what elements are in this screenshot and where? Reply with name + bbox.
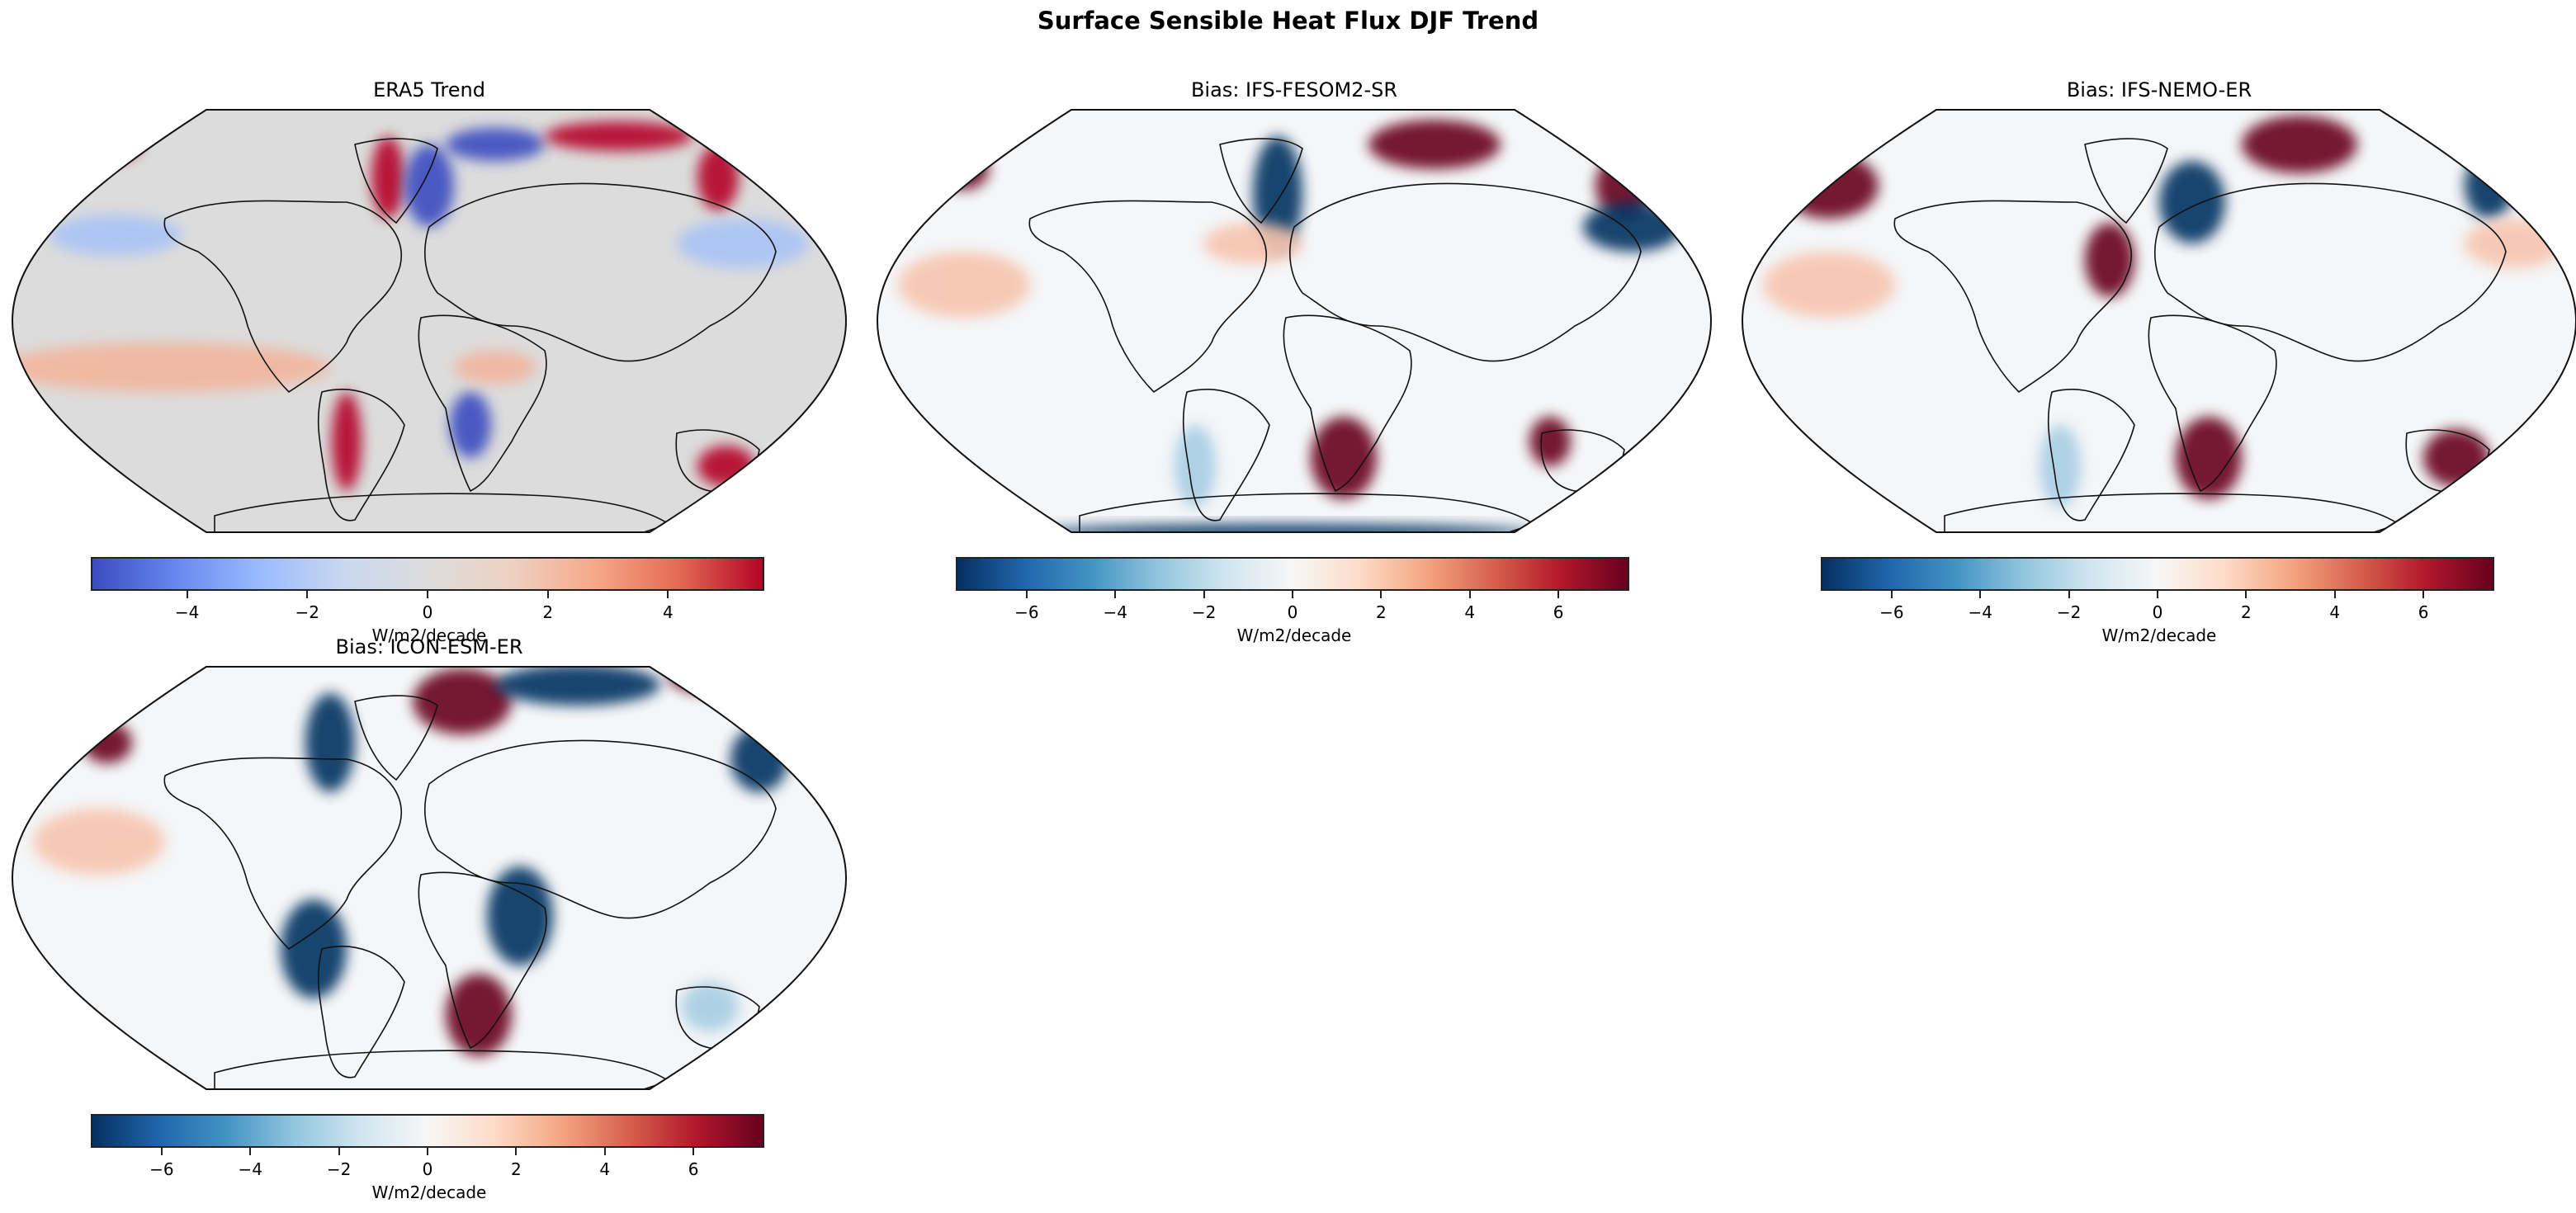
colorbar-tick — [186, 591, 188, 598]
colorbar-label: W/m2/decade — [1236, 625, 1352, 645]
panel-icon-esm-er: Bias: ICON-ESM-ER −6 −4 −2 0 2 — [0, 635, 858, 1202]
colorbar-tick-label: 2 — [1375, 602, 1387, 622]
colorbar-label: W/m2/decade — [371, 625, 487, 645]
map-plot — [11, 666, 848, 1090]
panel-title: Bias: IFS-FESOM2-SR — [1190, 78, 1398, 101]
colorbar-tick-label: −2 — [326, 1159, 352, 1179]
colorbar-label: W/m2/decade — [371, 1182, 487, 1202]
colorbar-tick-label: −2 — [1191, 602, 1217, 622]
colorbar-tick-label: 4 — [599, 1159, 611, 1179]
panel-ifs-fesom2-sr: Bias: IFS-FESOM2-SR −6 −4 −2 0 2 — [865, 78, 1723, 645]
colorbar-tick — [546, 591, 549, 598]
colorbar-tick — [1380, 591, 1383, 598]
colorbar-tick — [306, 591, 309, 598]
map-boundary — [1741, 109, 2576, 533]
colorbar-ticks: −6 −4 −2 0 2 4 6 — [91, 1148, 764, 1197]
colorbar-tick — [515, 1148, 518, 1155]
colorbar-tick — [1890, 591, 1893, 598]
colorbar-tick-label: 0 — [1287, 602, 1298, 622]
colorbar-tick — [1468, 591, 1471, 598]
colorbar-tick — [2333, 591, 2336, 598]
colorbar-tick — [1114, 591, 1117, 598]
colorbar-tick — [2245, 591, 2248, 598]
map-boundary — [11, 666, 848, 1090]
colorbar-tick — [427, 1148, 428, 1155]
colorbar-tick — [1025, 591, 1028, 598]
colorbar-tick — [2157, 591, 2158, 598]
colorbar-tick-label: 4 — [663, 602, 674, 622]
colorbar-tick — [2422, 591, 2425, 598]
figure-title: Surface Sensible Heat Flux DJF Trend — [1037, 7, 1539, 35]
colorbar — [956, 557, 1629, 591]
colorbar-tick-label: −4 — [174, 602, 200, 622]
map-plot — [11, 109, 848, 533]
colorbar-tick — [692, 1148, 695, 1155]
colorbar-tick — [249, 1148, 252, 1155]
map-plot — [876, 109, 1713, 533]
colorbar-tick-label: 2 — [2240, 602, 2252, 622]
colorbar-tick — [1292, 591, 1293, 598]
colorbar-label: W/m2/decade — [2101, 625, 2217, 645]
colorbar-tick-label: 6 — [1553, 602, 1564, 622]
map-plot — [1741, 109, 2576, 533]
colorbar-tick-label: −2 — [2056, 602, 2082, 622]
colorbar-tick-label: −4 — [238, 1159, 262, 1179]
colorbar-tick-label: 6 — [2418, 602, 2429, 622]
colorbar-tick-label: −6 — [1879, 602, 1904, 622]
colorbar-tick-label: −4 — [1103, 602, 1127, 622]
colorbar-tick — [160, 1148, 163, 1155]
colorbar-tick — [338, 1148, 340, 1155]
colorbar-tick-label: −6 — [149, 1159, 174, 1179]
colorbar-tick-label: 0 — [2152, 602, 2163, 622]
colorbar — [1821, 557, 2494, 591]
panel-ifs-nemo-er: Bias: IFS-NEMO-ER −6 −4 −2 0 2 — [1730, 78, 2576, 645]
panel-title: Bias: ICON-ESM-ER — [335, 635, 523, 658]
colorbar-tick-label: 4 — [2329, 602, 2341, 622]
colorbar-tick — [1557, 591, 1560, 598]
colorbar-tick — [427, 591, 428, 598]
colorbar-tick-label: −4 — [1968, 602, 1992, 622]
colorbar-tick-label: 0 — [422, 1159, 433, 1179]
panel-title: Bias: IFS-NEMO-ER — [2066, 78, 2252, 101]
map-boundary — [876, 109, 1713, 533]
colorbar — [91, 557, 764, 591]
coastlines — [1893, 138, 2507, 532]
colorbar-tick-label: 2 — [542, 602, 554, 622]
colorbar-tick — [2068, 591, 2070, 598]
colorbar-tick-label: 0 — [422, 602, 433, 622]
colorbar-tick — [603, 1148, 606, 1155]
colorbar-tick-label: −6 — [1014, 602, 1039, 622]
colorbar-ticks: −6 −4 −2 0 2 4 6 — [956, 591, 1629, 640]
colorbar-tick-label: 6 — [688, 1159, 699, 1179]
panel-era5: ERA5 Trend −4 −2 0 2 4 W/m2/decade — [0, 78, 858, 645]
colorbar-tick — [1203, 591, 1205, 598]
colorbar-ticks: −6 −4 −2 0 2 4 6 — [1821, 591, 2494, 640]
colorbar-tick-label: −2 — [295, 602, 320, 622]
colorbar — [91, 1114, 764, 1148]
colorbar-ticks: −4 −2 0 2 4 — [91, 591, 764, 640]
coastlines — [1028, 138, 1642, 532]
colorbar-tick — [1979, 591, 1982, 598]
map-boundary — [11, 109, 848, 533]
colorbar-tick-label: 4 — [1464, 602, 1476, 622]
colorbar-tick — [667, 591, 669, 598]
panel-title: ERA5 Trend — [373, 78, 485, 101]
colorbar-tick-label: 2 — [510, 1159, 522, 1179]
